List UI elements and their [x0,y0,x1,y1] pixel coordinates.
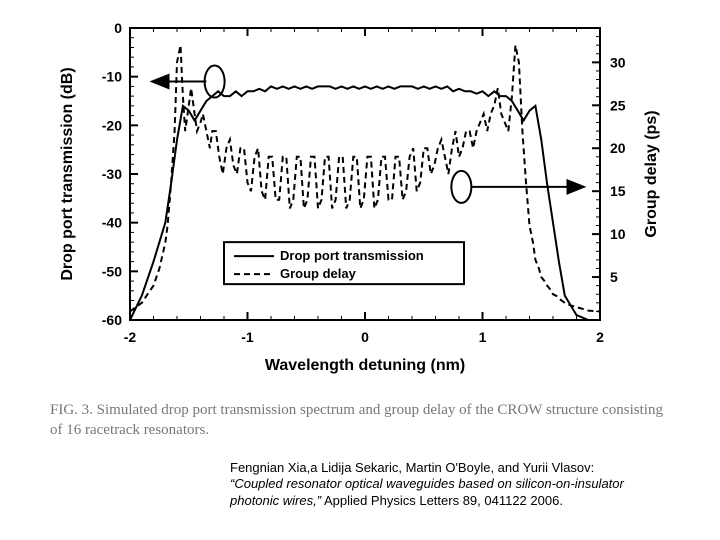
x-axis-label: Wavelength detuning (nm) [265,357,465,374]
chart-svg: -2-1012-60-50-40-30-20-10051015202530Wav… [50,10,670,380]
caption-prefix: FIG. 3. [50,402,93,418]
citation-block: Fengnian Xia,a Lidija Sekaric, Martin O'… [230,460,670,509]
figure-caption: FIG. 3. Simulated drop port transmission… [50,400,670,441]
legend-label-transmission: Drop port transmission [280,248,424,263]
y-tick-label: -30 [102,166,122,182]
indicator-ellipse-left [205,66,225,98]
y-tick-label: -50 [102,263,122,279]
x-tick-label: 1 [479,329,487,345]
y-tick-label: 0 [114,20,122,36]
indicator-ellipse-right [451,171,471,203]
x-tick-label: 2 [596,329,604,345]
y2-tick-label: 15 [610,183,626,199]
x-tick-label: -2 [124,329,137,345]
y2-tick-label: 5 [610,269,618,285]
y2-axis-label: Group delay (ps) [643,110,660,237]
y-tick-label: -10 [102,69,122,85]
y-tick-label: -60 [102,312,122,328]
chart-container: -2-1012-60-50-40-30-20-10051015202530Wav… [50,10,670,380]
citation-journal: Applied Physics Letters 89, 041122 2006. [324,493,563,508]
y-tick-label: -40 [102,215,122,231]
x-tick-label: -1 [241,329,254,345]
y2-tick-label: 30 [610,54,626,70]
legend-label-groupdelay: Group delay [280,266,357,281]
citation-authors: Fengnian Xia,a Lidija Sekaric, Martin O'… [230,460,594,475]
y2-tick-label: 10 [610,226,626,242]
y2-tick-label: 20 [610,140,626,156]
x-tick-label: 0 [361,329,369,345]
caption-text: Simulated drop port transmission spectru… [50,402,663,438]
y-tick-label: -20 [102,117,122,133]
y2-tick-label: 25 [610,97,626,113]
y-axis-label: Drop port transmission (dB) [59,67,76,280]
